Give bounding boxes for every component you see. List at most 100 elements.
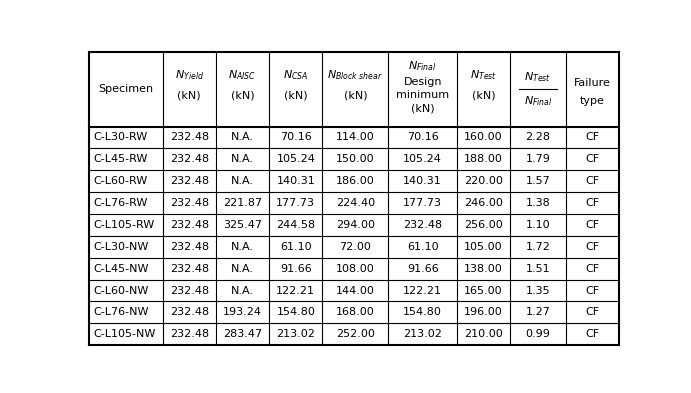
Text: $\mathit{N}_{Final}$: $\mathit{N}_{Final}$ xyxy=(408,59,437,73)
Text: $\mathit{N}_{Test}$: $\mathit{N}_{Test}$ xyxy=(524,70,551,84)
Text: CF: CF xyxy=(585,220,600,230)
Text: 210.00: 210.00 xyxy=(464,329,503,339)
Text: (kN): (kN) xyxy=(411,104,435,114)
Text: Failure: Failure xyxy=(574,78,611,88)
Text: 1.27: 1.27 xyxy=(526,307,551,318)
Text: 122.21: 122.21 xyxy=(403,286,442,296)
Text: 122.21: 122.21 xyxy=(276,286,315,296)
Text: Specimen: Specimen xyxy=(98,84,153,94)
Text: 232.48: 232.48 xyxy=(170,132,209,143)
Text: CF: CF xyxy=(585,176,600,186)
Text: 221.87: 221.87 xyxy=(223,198,262,208)
Text: (kN): (kN) xyxy=(284,90,307,100)
Text: N.A.: N.A. xyxy=(231,242,254,252)
Text: 70.16: 70.16 xyxy=(280,132,312,143)
Text: N.A.: N.A. xyxy=(231,132,254,143)
Text: 0.99: 0.99 xyxy=(526,329,551,339)
Text: $\mathit{N}_{Block\ shear}$: $\mathit{N}_{Block\ shear}$ xyxy=(328,69,384,83)
Text: 72.00: 72.00 xyxy=(339,242,371,252)
Text: $\mathit{N}_{Test}$: $\mathit{N}_{Test}$ xyxy=(470,69,497,83)
Text: C-L30-RW: C-L30-RW xyxy=(93,132,148,143)
Text: minimum: minimum xyxy=(396,90,449,100)
Text: 232.48: 232.48 xyxy=(170,329,209,339)
Text: CF: CF xyxy=(585,286,600,296)
Text: C-L76-RW: C-L76-RW xyxy=(93,198,148,208)
Text: 232.48: 232.48 xyxy=(170,176,209,186)
Text: type: type xyxy=(580,96,605,106)
Text: N.A.: N.A. xyxy=(231,264,254,274)
Text: 165.00: 165.00 xyxy=(464,286,503,296)
Text: 105.24: 105.24 xyxy=(276,154,315,164)
Text: C-L105-RW: C-L105-RW xyxy=(93,220,155,230)
Text: CF: CF xyxy=(585,198,600,208)
Text: 213.02: 213.02 xyxy=(403,329,442,339)
Text: 61.10: 61.10 xyxy=(407,242,439,252)
Text: 108.00: 108.00 xyxy=(336,264,375,274)
Text: 186.00: 186.00 xyxy=(336,176,375,186)
Text: 196.00: 196.00 xyxy=(464,307,503,318)
Text: C-L60-NW: C-L60-NW xyxy=(93,286,149,296)
Text: (kN): (kN) xyxy=(343,90,367,100)
Text: 232.48: 232.48 xyxy=(170,264,209,274)
Text: CF: CF xyxy=(585,132,600,143)
Text: C-L30-NW: C-L30-NW xyxy=(93,242,149,252)
Text: 1.72: 1.72 xyxy=(526,242,551,252)
Text: 70.16: 70.16 xyxy=(407,132,439,143)
Text: 114.00: 114.00 xyxy=(336,132,375,143)
Text: 294.00: 294.00 xyxy=(336,220,375,230)
Text: 252.00: 252.00 xyxy=(336,329,375,339)
Text: CF: CF xyxy=(585,264,600,274)
Text: C-L105-NW: C-L105-NW xyxy=(93,329,155,339)
Text: C-L60-RW: C-L60-RW xyxy=(93,176,148,186)
Text: C-L76-NW: C-L76-NW xyxy=(93,307,149,318)
Text: 91.66: 91.66 xyxy=(407,264,439,274)
Text: 2.28: 2.28 xyxy=(526,132,551,143)
Text: 138.00: 138.00 xyxy=(464,264,503,274)
Text: 177.73: 177.73 xyxy=(403,198,442,208)
Text: 1.79: 1.79 xyxy=(526,154,551,164)
Text: 160.00: 160.00 xyxy=(464,132,503,143)
Text: 61.10: 61.10 xyxy=(280,242,312,252)
Text: (kN): (kN) xyxy=(472,90,495,100)
Text: 154.80: 154.80 xyxy=(403,307,442,318)
Text: 232.48: 232.48 xyxy=(170,307,209,318)
Text: C-L45-RW: C-L45-RW xyxy=(93,154,148,164)
Text: 154.80: 154.80 xyxy=(276,307,315,318)
Text: 144.00: 144.00 xyxy=(336,286,375,296)
Text: 232.48: 232.48 xyxy=(170,242,209,252)
Text: 283.47: 283.47 xyxy=(223,329,262,339)
Text: 177.73: 177.73 xyxy=(276,198,315,208)
Text: 220.00: 220.00 xyxy=(464,176,503,186)
Text: C-L45-NW: C-L45-NW xyxy=(93,264,149,274)
Text: N.A.: N.A. xyxy=(231,176,254,186)
Text: 168.00: 168.00 xyxy=(336,307,375,318)
Text: (kN): (kN) xyxy=(178,90,201,100)
Text: CF: CF xyxy=(585,329,600,339)
Text: 1.35: 1.35 xyxy=(526,286,550,296)
Text: 105.24: 105.24 xyxy=(403,154,442,164)
Text: 213.02: 213.02 xyxy=(276,329,315,339)
Text: CF: CF xyxy=(585,154,600,164)
Text: 140.31: 140.31 xyxy=(404,176,442,186)
Text: 232.48: 232.48 xyxy=(170,198,209,208)
Text: CF: CF xyxy=(585,242,600,252)
Text: 232.48: 232.48 xyxy=(170,286,209,296)
Text: 1.38: 1.38 xyxy=(526,198,551,208)
Text: 325.47: 325.47 xyxy=(223,220,262,230)
Text: CF: CF xyxy=(585,307,600,318)
Text: 224.40: 224.40 xyxy=(336,198,375,208)
Text: 256.00: 256.00 xyxy=(464,220,503,230)
Text: $\mathit{N}_{CSA}$: $\mathit{N}_{CSA}$ xyxy=(283,69,308,83)
Text: 244.58: 244.58 xyxy=(276,220,315,230)
Text: 1.57: 1.57 xyxy=(526,176,551,186)
Text: 232.48: 232.48 xyxy=(170,154,209,164)
Text: N.A.: N.A. xyxy=(231,286,254,296)
Text: 1.51: 1.51 xyxy=(526,264,550,274)
Text: 188.00: 188.00 xyxy=(464,154,503,164)
Text: $\mathit{N}_{Final}$: $\mathit{N}_{Final}$ xyxy=(524,94,552,108)
Text: 140.31: 140.31 xyxy=(276,176,315,186)
Text: 150.00: 150.00 xyxy=(336,154,375,164)
Text: (kN): (kN) xyxy=(231,90,254,100)
Text: Design: Design xyxy=(404,77,442,86)
Text: 1.10: 1.10 xyxy=(526,220,550,230)
